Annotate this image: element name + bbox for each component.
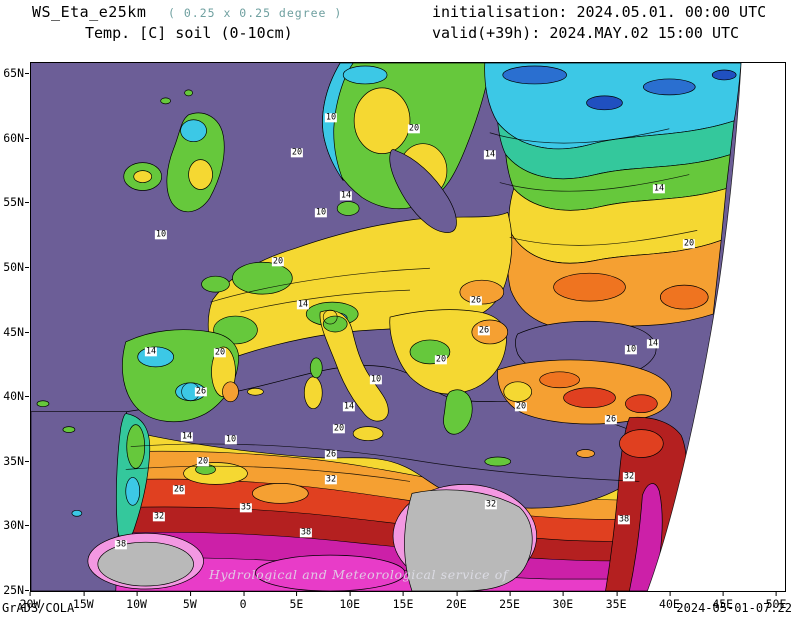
contour-label: 10 <box>624 344 638 355</box>
x-tick-label: 5W <box>182 592 197 611</box>
y-tick-label: 40N <box>3 389 29 404</box>
x-tick-label: 5E <box>289 592 304 611</box>
grid-resolution: ( 0.25 x 0.25 degree ) <box>168 6 343 20</box>
initialisation-value: 2024.05.01. 00:00 UTC <box>576 3 767 21</box>
contour-lines-layer <box>125 128 698 482</box>
contour-label: 14 <box>339 190 353 201</box>
contour-label: 14 <box>342 401 356 412</box>
x-tick-label: 10W <box>126 592 147 611</box>
x-tick-label: 35E <box>605 592 627 611</box>
contour-label: 26 <box>604 414 618 425</box>
contour-label: 20 <box>213 347 227 358</box>
y-tick-label: 35N <box>3 453 29 468</box>
y-tick-label: 65N <box>3 66 29 80</box>
africa-details-layer <box>36 400 538 591</box>
contour-label: 14 <box>144 346 158 357</box>
temperature-field-svg <box>31 63 785 591</box>
contour-label: 20 <box>407 123 421 134</box>
initialisation-label: initialisation: <box>432 3 568 21</box>
x-axis: 20W 15W 10W 5W 0 5E 10E 15E 20E 25E 30E 35E 40E 45E 50… <box>20 592 786 611</box>
watermark: Hydrological and Meteorological service … <box>209 567 509 582</box>
y-tick-label: 60N <box>3 130 29 145</box>
y-tick-label: 55N <box>3 195 29 210</box>
contour-label: 10 <box>154 229 168 240</box>
contour-label: 20 <box>196 456 210 467</box>
x-tick-label: 40E <box>659 592 680 611</box>
contour-label: 38 <box>114 539 128 550</box>
contour-label: 14 <box>652 183 666 194</box>
x-tick-label: 20W <box>19 592 41 611</box>
contour-label: 26 <box>469 295 483 306</box>
contour-label: 32 <box>152 511 166 522</box>
contour-label: 20 <box>271 256 285 267</box>
x-tick-label: 15E <box>392 592 414 611</box>
contour-label: 14 <box>296 299 310 310</box>
contour-label: 20 <box>290 147 304 158</box>
domain-edge-layer <box>647 63 785 591</box>
valid-time: valid(+39h): 2024.MAY.02 15:00 UTC <box>432 24 739 42</box>
valid-value: 2024.MAY.02 15:00 UTC <box>549 24 740 42</box>
y-tick-label: 30N <box>3 518 29 533</box>
north-europe-layer <box>123 63 742 358</box>
x-tick-label: 0 <box>239 592 247 611</box>
contour-label: 10 <box>224 434 238 445</box>
contour-label: 32 <box>324 474 338 485</box>
y-axis: 65N 60N 55N 50N 45N 40N 35N 30N 25N <box>0 66 29 597</box>
x-tick-label: 50E <box>765 592 787 611</box>
contour-label: 14 <box>180 431 194 442</box>
x-tick-label: 25E <box>499 592 520 611</box>
y-tick-label: 45N <box>3 324 29 339</box>
contour-label: 26 <box>172 484 186 495</box>
contour-label: 20 <box>332 423 346 434</box>
x-tick-label: 45E <box>712 592 734 611</box>
contour-label: 26 <box>324 449 338 460</box>
creation-timestamp: 2024-05-01-07:22 <box>676 601 792 615</box>
y-tick-label: 50N <box>3 259 29 274</box>
contour-label: 38 <box>299 527 313 538</box>
contour-label: 32 <box>622 471 636 482</box>
contour-label: 14 <box>483 149 497 160</box>
temperature-map: 10 20 20 14 14 10 10 14 20 20 14 26 26 20 14 26 10 14 20 10… <box>30 62 786 592</box>
contour-label: 20 <box>514 401 528 412</box>
x-tick-label: 20E <box>445 592 467 611</box>
contour-label: 26 <box>194 386 208 397</box>
contour-label: 10 <box>324 112 338 123</box>
contour-label: 38 <box>617 514 631 525</box>
contour-label: 26 <box>477 325 491 336</box>
contour-label: 10 <box>369 374 383 385</box>
valid-label: valid(+39h): <box>432 24 541 42</box>
x-tick-label: 10E <box>339 592 361 611</box>
y-tick-label: 25N <box>3 583 29 597</box>
x-tick-label: 15W <box>72 592 94 611</box>
contour-label: 10 <box>314 207 328 218</box>
x-tick-label: 30E <box>552 592 574 611</box>
contour-label: 20 <box>434 354 448 365</box>
africa-bands-layer <box>85 420 700 591</box>
variable-title: Temp. [C] soil (0-10cm) <box>85 24 293 42</box>
initialisation-time: initialisation: 2024.05.01. 00:00 UTC <box>432 3 766 21</box>
contour-label: 32 <box>484 499 498 510</box>
generator-credit: GrADS/COLA <box>2 601 75 615</box>
contour-label: 20 <box>682 238 696 249</box>
contour-label: 35 <box>239 502 253 513</box>
contour-label: 14 <box>646 338 660 349</box>
model-name: WS_Eta_e25km <box>32 3 147 21</box>
